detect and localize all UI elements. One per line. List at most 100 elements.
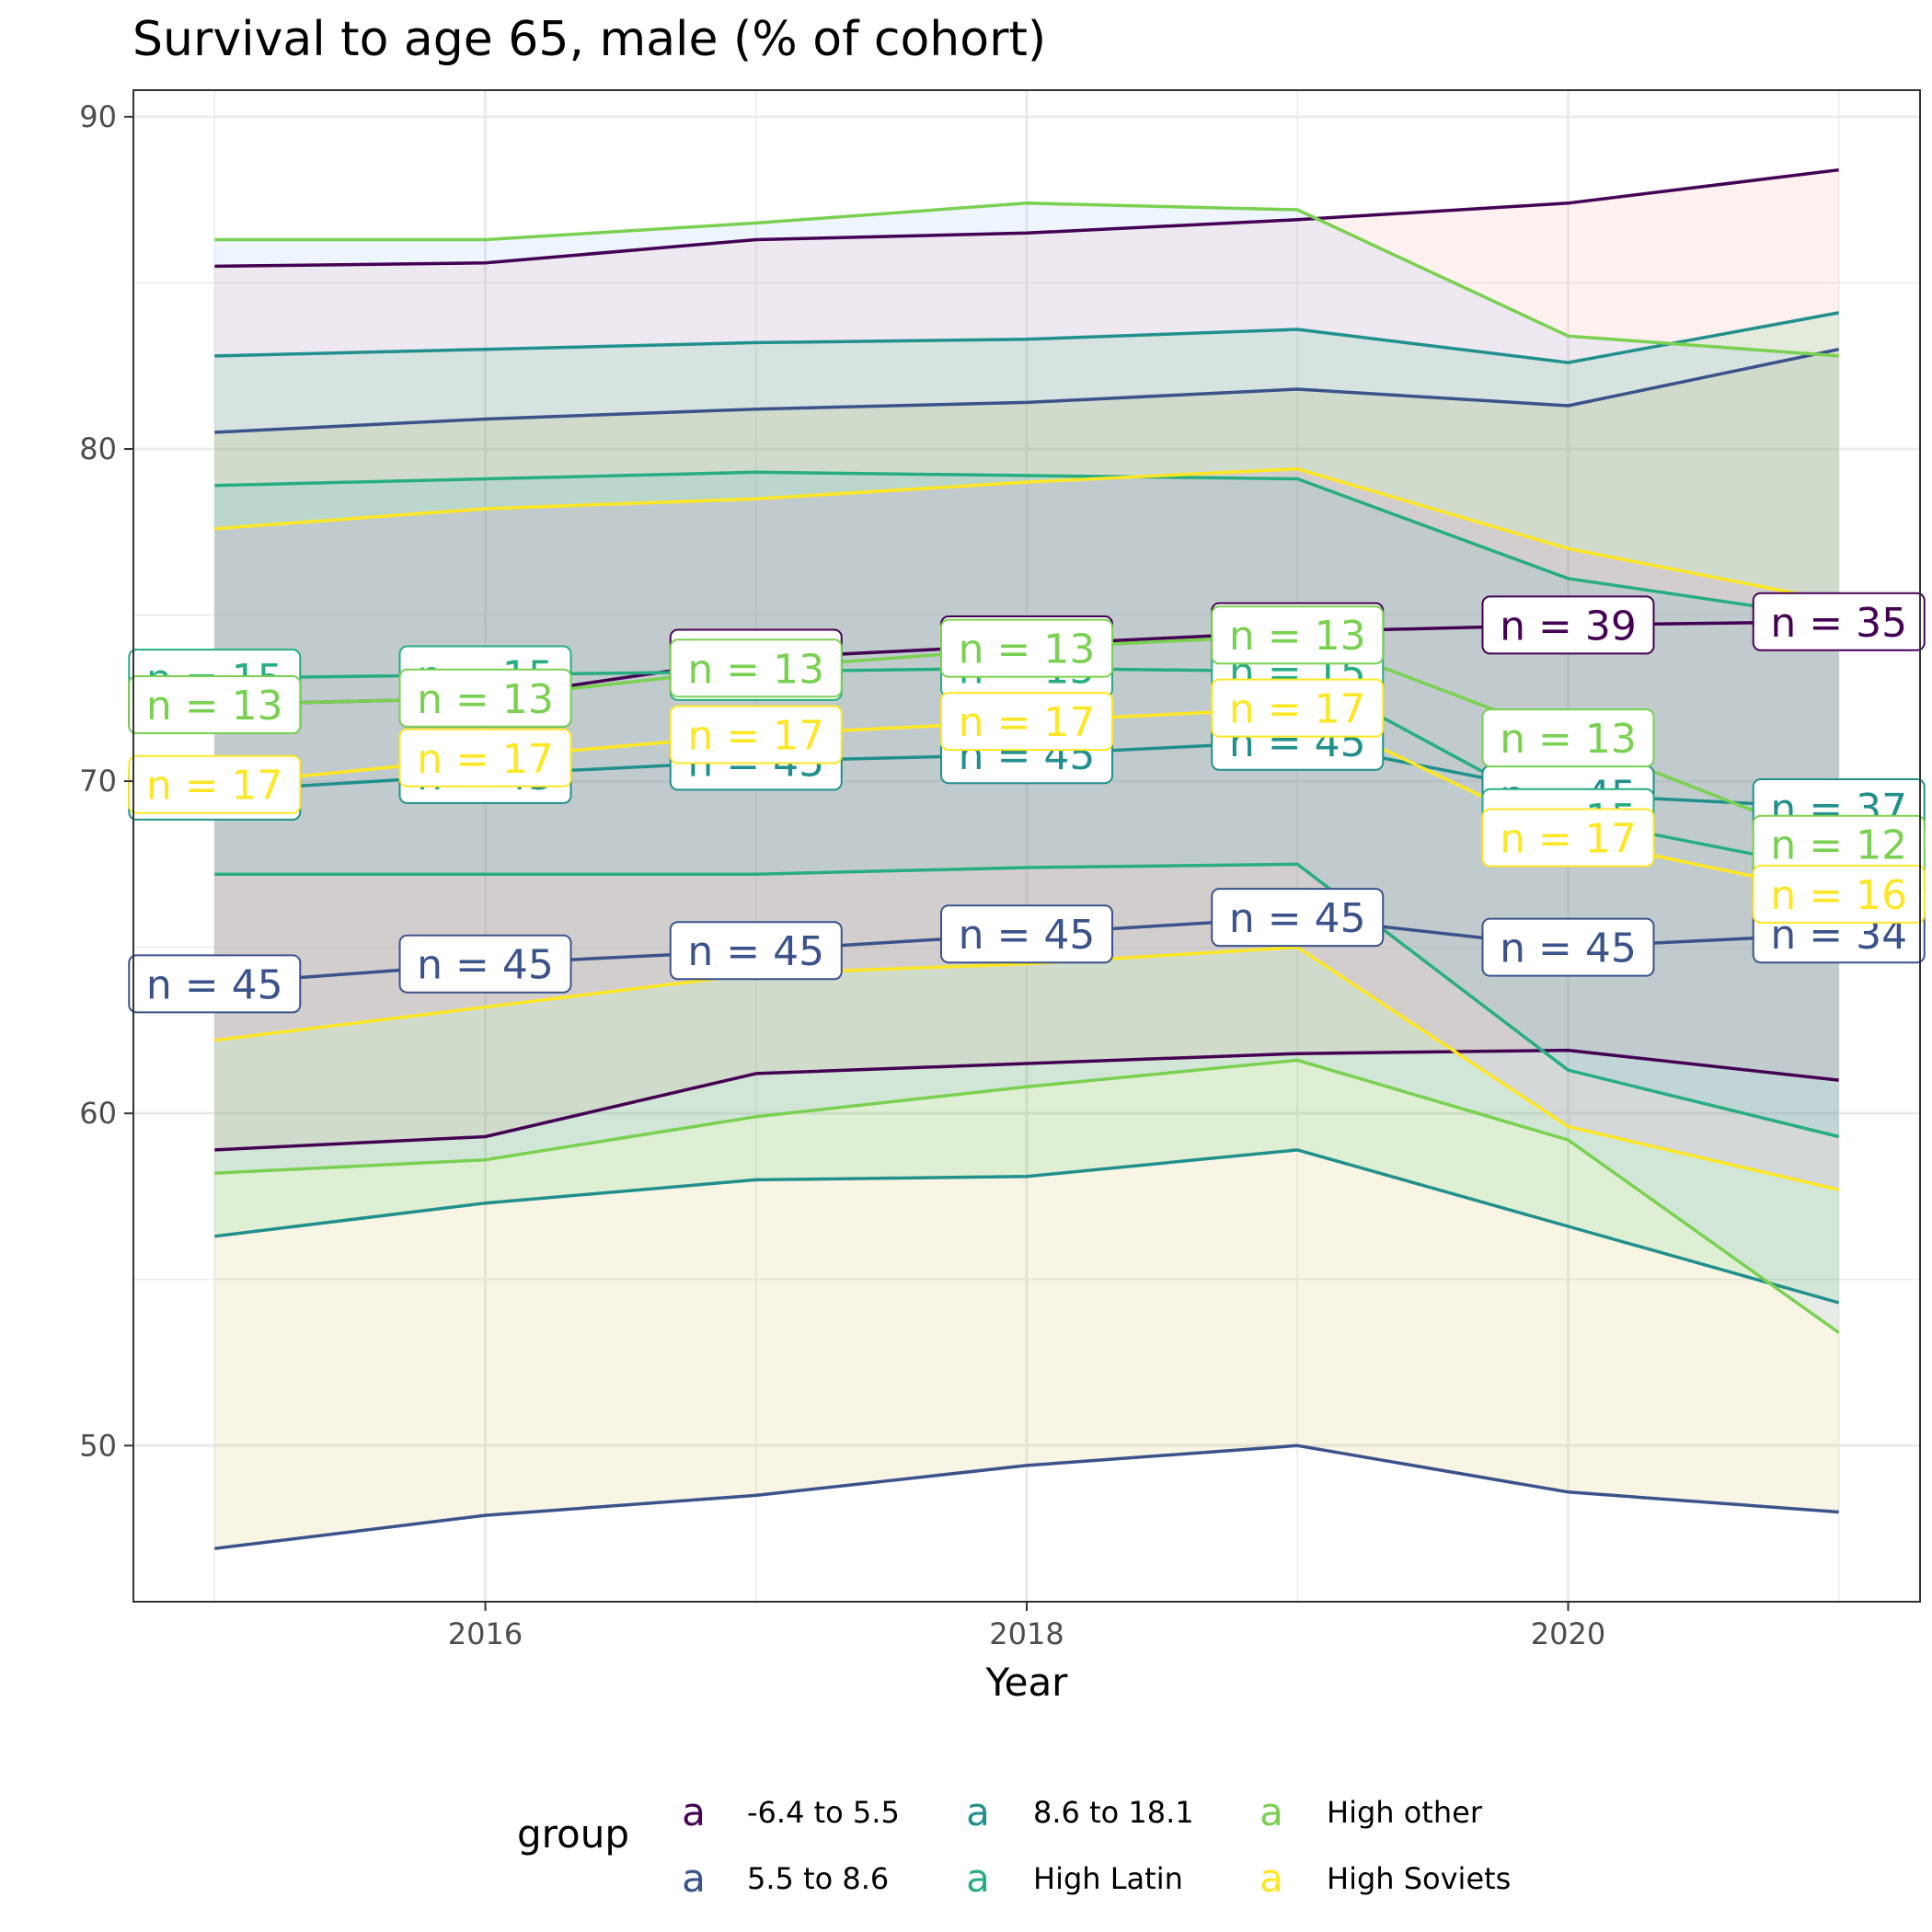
count-label-text: n = 17	[1229, 686, 1366, 733]
count-label-box	[128, 754, 302, 814]
count-label-text: n = 13	[1500, 716, 1637, 763]
series-0-upper-line	[214, 167, 1839, 269]
count-label-box	[940, 904, 1113, 964]
series-1-upper-line	[214, 347, 1840, 434]
count-label-box	[669, 705, 843, 765]
count-label-box	[1752, 864, 1926, 924]
count-label: n = 13	[669, 638, 843, 698]
count-label-box	[1481, 708, 1655, 768]
count-label-box	[398, 728, 572, 788]
count-label-text: n = 17	[146, 763, 283, 810]
count-label: n = 12	[1752, 814, 1926, 874]
count-label-text: n = 45	[1500, 926, 1637, 972]
count-label-text: n = 45	[417, 942, 554, 989]
count-label: n = 16	[1752, 864, 1926, 924]
legend-key-glyph: a	[1259, 1856, 1283, 1901]
ribbon-2	[214, 312, 1839, 1303]
legend-label: High other	[1327, 1795, 1483, 1830]
count-label: n = 13	[398, 668, 572, 728]
count-label-text: n = 13	[146, 683, 283, 730]
series-0-lower-line	[214, 1048, 1839, 1152]
count-label: n = 39	[1481, 595, 1655, 655]
y-tick-label: 50	[79, 1428, 117, 1463]
legend-key-glyph: a	[966, 1856, 990, 1901]
count-label-box	[128, 954, 302, 1014]
count-label: n = 13	[128, 675, 302, 735]
count-label-box	[1481, 595, 1655, 655]
series-5-lower-line	[214, 945, 1840, 1191]
count-label: n = 17	[1211, 678, 1385, 738]
count-label-text: n = 17	[687, 713, 824, 760]
count-label-text: n = 45	[146, 961, 283, 1008]
count-label: n = 45	[128, 954, 302, 1014]
count-label: n = 35	[1752, 592, 1926, 651]
y-tick-label: 90	[79, 99, 117, 134]
legend-key-glyph: a	[682, 1789, 706, 1834]
legend-key-glyph: a	[682, 1856, 706, 1901]
series-1-lower-line	[214, 1443, 1839, 1550]
count-label-text: n = 17	[959, 699, 1096, 746]
count-label-text: n = 16	[1770, 872, 1907, 919]
count-label: n = 17	[128, 754, 302, 814]
count-label-text: n = 13	[687, 646, 824, 693]
count-label-box	[940, 618, 1113, 678]
count-label-box	[669, 638, 843, 698]
ribbon-layer	[214, 169, 1839, 1549]
ribbon-3	[214, 472, 1839, 1137]
count-label-box	[1481, 917, 1655, 977]
count-label-layer: n = 45 n = 45 n = 45 n = 45 n = 45 n = 39 n = …	[128, 592, 1926, 1014]
count-label: n = 45	[669, 921, 843, 981]
chart-title: Survival to age 65, male (% of cohort)	[132, 12, 1046, 67]
count-label-box	[940, 692, 1113, 752]
x-axis-title: Year	[985, 1660, 1069, 1705]
count-label-text: n = 45	[1229, 895, 1366, 942]
legend-label: 5.5 to 8.6	[747, 1861, 889, 1896]
legend-label: 8.6 to 18.1	[1033, 1795, 1194, 1830]
count-label: n = 13	[1211, 605, 1385, 665]
legend-key-glyph: a	[966, 1789, 990, 1834]
series-4-lower-line	[214, 1058, 1840, 1334]
x-axis: 2016 2018 2020	[448, 1602, 1605, 1651]
series-3-lower-line	[214, 862, 1840, 1139]
series-4-upper-line	[214, 201, 1839, 358]
y-tick-label: 60	[79, 1096, 117, 1131]
count-label-box	[1752, 592, 1926, 651]
count-label-text: n = 13	[959, 627, 1096, 673]
count-label: n = 45	[1211, 888, 1385, 948]
count-label: n = 17	[940, 692, 1113, 752]
series-2-upper-line	[214, 311, 1840, 364]
count-label-box	[398, 668, 572, 728]
count-label-text: n = 35	[1770, 600, 1907, 647]
legend-title: group	[517, 1811, 629, 1857]
count-label-box	[1211, 605, 1385, 665]
count-label: n = 45	[1481, 917, 1655, 977]
count-label: n = 13	[940, 618, 1113, 678]
x-tick-label: 2018	[989, 1616, 1064, 1651]
count-label: n = 17	[398, 728, 572, 788]
series-3-upper-line	[214, 470, 1839, 620]
count-label-box	[398, 934, 572, 994]
count-label-box	[1481, 808, 1655, 868]
legend-label: High Soviets	[1327, 1861, 1511, 1896]
count-label-text: n = 39	[1500, 603, 1637, 650]
count-label-text: n = 12	[1770, 822, 1907, 869]
legend-key-glyph: a	[1259, 1789, 1283, 1834]
count-label-text: n = 45	[687, 928, 824, 975]
count-label-text: n = 13	[1229, 613, 1366, 660]
series-5-upper-line	[214, 466, 1840, 604]
x-tick-label: 2020	[1531, 1616, 1605, 1651]
count-label-box	[1211, 678, 1385, 738]
count-label-box	[1211, 888, 1385, 948]
count-label-box	[669, 921, 843, 981]
count-label: n = 45	[398, 934, 572, 994]
y-tick-label: 80	[79, 431, 117, 466]
count-label: n = 17	[669, 705, 843, 765]
legend-label: High Latin	[1033, 1861, 1183, 1896]
count-label-box	[128, 675, 302, 735]
x-tick-label: 2016	[448, 1616, 523, 1651]
y-tick-label: 70	[79, 764, 117, 799]
count-label-text: n = 45	[959, 912, 1096, 959]
series-2-lower-line	[214, 1148, 1840, 1305]
